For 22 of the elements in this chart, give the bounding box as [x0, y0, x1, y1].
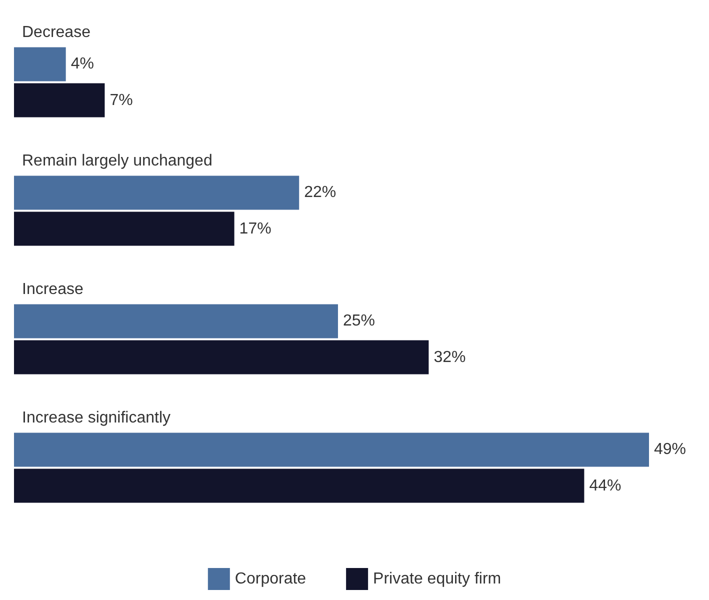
data-label: 44%	[589, 477, 622, 494]
data-label: 25%	[342, 312, 376, 330]
bar	[14, 468, 584, 503]
bar	[14, 83, 105, 118]
y-tick-label: Remain largely unchanged	[22, 152, 212, 170]
legend-label: Corporate	[234, 570, 306, 588]
y-tick-label: Decrease	[22, 24, 91, 41]
data-label: 49%	[654, 441, 686, 458]
bar	[14, 340, 429, 374]
y-tick-label: Increase	[22, 280, 84, 298]
data-label: 4%	[70, 56, 94, 73]
bar	[14, 47, 66, 82]
bar	[14, 432, 649, 467]
y-tick-label: Increase significantly	[22, 409, 171, 426]
data-label: 7%	[110, 92, 133, 109]
bar	[14, 304, 338, 338]
bar	[14, 212, 234, 246]
data-label: 17%	[239, 220, 272, 238]
data-label: 32%	[434, 348, 466, 366]
bar	[14, 176, 300, 210]
legend-label: Private equity firm	[373, 570, 502, 588]
data-label: 22%	[304, 184, 336, 202]
